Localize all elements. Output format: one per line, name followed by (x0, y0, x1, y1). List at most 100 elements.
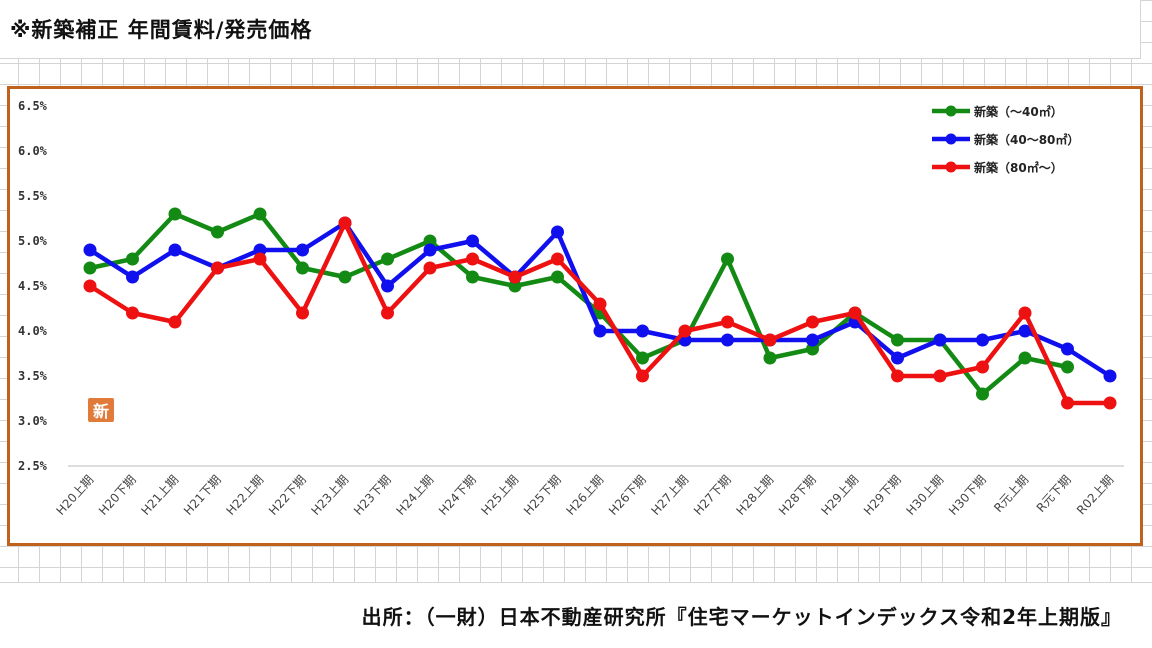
footer-band (0, 582, 1152, 648)
header-band: ※新築補正 年間賃料/発売価格 (0, 0, 1141, 59)
x-tick-label: H21下期 (181, 473, 224, 518)
data-point (976, 387, 989, 401)
data-point (508, 270, 522, 284)
data-point (83, 261, 97, 275)
data-point (296, 306, 309, 320)
data-point (721, 315, 734, 329)
y-tick-label: 3.0% (18, 414, 48, 428)
data-point (83, 243, 97, 257)
data-point (168, 315, 182, 329)
legend-label: 新築（80㎡～） (974, 160, 1063, 175)
data-point (763, 333, 777, 347)
data-point (253, 207, 267, 221)
x-tick-label: H27下期 (691, 473, 734, 518)
y-tick-label: 6.5% (18, 99, 48, 113)
data-point (1061, 360, 1074, 374)
data-point (381, 279, 394, 293)
legend-swatch-marker (945, 161, 957, 173)
x-tick-label: R02上期 (1074, 473, 1116, 518)
x-tick-label: H20上期 (54, 473, 97, 518)
data-point (636, 324, 649, 338)
legend-label: 新築（40～80㎡） (974, 132, 1079, 147)
data-point (933, 369, 947, 383)
data-point (508, 279, 522, 293)
x-tick-label: R元上期 (991, 473, 1031, 515)
data-point (763, 351, 777, 365)
data-point (721, 252, 734, 266)
data-point (466, 234, 479, 248)
data-point (593, 297, 607, 311)
data-point (1103, 369, 1117, 383)
data-point (1103, 396, 1117, 410)
y-tick-label: 5.5% (18, 189, 48, 203)
data-point (678, 324, 692, 338)
data-point (1061, 342, 1074, 356)
data-point (211, 261, 224, 275)
data-point (891, 369, 904, 383)
data-point (296, 261, 309, 275)
data-point (466, 252, 479, 266)
data-point (593, 324, 607, 338)
data-point (253, 243, 267, 257)
series-line (89, 211, 1068, 397)
data-point (636, 351, 649, 365)
data-point (933, 333, 947, 347)
data-point (976, 333, 989, 347)
data-point (338, 270, 352, 284)
y-tick-label: 3.5% (18, 369, 48, 383)
y-tick-label: 6.0% (18, 144, 48, 158)
data-point (1018, 324, 1032, 338)
data-point (466, 270, 479, 284)
x-tick-label: H24下期 (436, 473, 479, 518)
data-point (126, 270, 139, 284)
page-title: ※新築補正 年間賃料/発売価格 (10, 18, 313, 42)
data-point (83, 279, 97, 293)
y-tick-label: 4.0% (18, 324, 48, 338)
x-tick-label: H30上期 (904, 473, 947, 518)
data-point (551, 225, 564, 239)
y-tick-label: 2.5% (18, 459, 48, 473)
data-point (338, 216, 352, 230)
source-note: 出所：（一財）日本不動産研究所『住宅マーケットインデックス令和2年上期版』 (361, 605, 1122, 629)
data-point (891, 333, 904, 347)
y-tick-label: 4.5% (18, 279, 48, 293)
x-tick-label: H29上期 (819, 473, 862, 518)
data-point (848, 306, 862, 320)
data-point (296, 243, 309, 257)
legend-label: 新築（～40㎡） (974, 104, 1063, 119)
legend-swatch-marker (945, 133, 957, 145)
legend-swatch-marker (945, 105, 957, 117)
x-tick-label: H30下期 (946, 473, 989, 518)
x-tick-label: H23下期 (351, 473, 394, 518)
data-point (423, 243, 437, 257)
data-point (806, 342, 819, 356)
data-point (1061, 396, 1074, 410)
data-point (126, 306, 139, 320)
data-point (423, 234, 437, 248)
x-tick-label: H24上期 (394, 473, 437, 518)
data-point (636, 369, 649, 383)
y-tick-label: 5.0% (18, 234, 48, 248)
x-tick-label: H26上期 (564, 473, 607, 518)
x-tick-label: H25上期 (479, 473, 522, 518)
data-point (423, 261, 437, 275)
data-point (976, 360, 989, 374)
x-tick-label: H28下期 (776, 473, 819, 518)
stamp-badge: 新 (88, 398, 114, 422)
x-tick-label: H29下期 (861, 473, 904, 518)
x-tick-label: H21上期 (139, 473, 182, 518)
x-tick-label: R元下期 (1034, 473, 1074, 515)
data-point (806, 315, 819, 329)
x-tick-label: H22下期 (266, 473, 309, 518)
x-tick-label: H20下期 (96, 473, 139, 518)
x-tick-label: H27上期 (649, 473, 692, 518)
data-point (381, 252, 394, 266)
x-tick-label: H26下期 (606, 473, 649, 518)
data-point (253, 252, 267, 266)
data-point (551, 270, 564, 284)
data-point (211, 225, 224, 239)
data-point (551, 252, 564, 266)
x-tick-label: H25下期 (521, 473, 564, 518)
data-point (126, 252, 139, 266)
